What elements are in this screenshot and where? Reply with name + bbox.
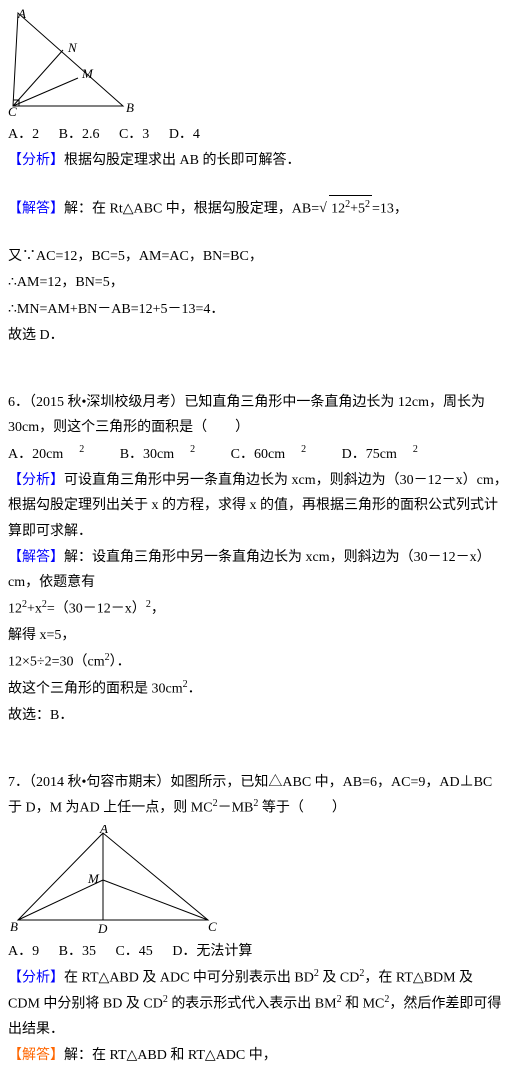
q6-s6: 故选：B．: [8, 703, 508, 728]
figure-triangle-2: A M B D C: [8, 825, 223, 935]
q6-opt-b: B．30cm2: [120, 447, 211, 462]
solution-label: 【解答】: [8, 550, 64, 565]
q5-analysis: 【分析】根据勾股定理求出 AB 的长即可解答．: [8, 148, 508, 173]
q6-s5: 故这个三角形的面积是 30cm2．: [8, 676, 508, 702]
q6-opt-c: C．60cm2: [231, 447, 322, 462]
pt-c2: C: [208, 919, 217, 934]
q6-s3: 解得 x=5，: [8, 623, 508, 648]
q5-s4: ∴MN=AM+BN－AB=12+5－13=4．: [8, 297, 508, 322]
q7-opt-d: D．无法计算: [172, 944, 252, 959]
q5-opt-b: B．2.6: [59, 127, 100, 142]
q6-s4: 12×5÷2=30（cm2）．: [8, 649, 508, 675]
analysis-label: 【分析】: [8, 473, 64, 488]
pt-m2: M: [87, 871, 100, 886]
pt-d2: D: [97, 921, 108, 935]
q6-stem: 6．（2015 秋•深圳校级月考）已知直角三角形中一条直角边长为 12cm，周长…: [8, 390, 508, 440]
q6-s1: 【解答】解：设直角三角形中另一条直角边长为 xcm，则斜边为（30－12－x）c…: [8, 545, 508, 595]
q5-analysis-text: 根据勾股定理求出 AB 的长即可解答．: [64, 153, 300, 168]
q7-opt-c: C．45: [115, 944, 152, 959]
q5-s5: 故选 D．: [8, 323, 508, 348]
pt-a: A: [17, 8, 26, 21]
q5-options: A．2 B．2.6 C．3 D．4: [8, 122, 508, 147]
q7-s1: 【解答】解：在 RT△ABD 和 RT△ADC 中，: [8, 1043, 508, 1068]
analysis-label: 【分析】: [8, 153, 64, 168]
q5-opt-a: A．2: [8, 127, 39, 142]
q5-opt-d: D．4: [169, 127, 200, 142]
q6-s2: 122+x2=（30－12－x）2，: [8, 596, 508, 622]
pt-n: N: [67, 40, 78, 55]
analysis-label: 【分析】: [8, 971, 64, 986]
pt-a2: A: [99, 825, 108, 836]
solution-label: 【解答】: [8, 202, 64, 217]
q7-stem: 7．（2014 秋•句容市期末）如图所示，已知△ABC 中，AB=6，AC=9，…: [8, 770, 508, 821]
q5-opt-c: C．3: [119, 127, 149, 142]
pt-b: B: [126, 100, 134, 115]
q7-options: A．9 B．35 C．45 D．无法计算: [8, 939, 508, 964]
pt-b2: B: [10, 919, 18, 934]
q7-analysis: 【分析】在 RT△ABD 及 ADC 中可分别表示出 BD2 及 CD2，在 R…: [8, 965, 508, 1042]
q6-opt-a: A．20cm2: [8, 447, 100, 462]
q5-s3: ∴AM=12，BN=5，: [8, 270, 508, 295]
pt-m: M: [81, 66, 94, 81]
q5-s2: 又∵AC=12，BC=5，AM=AC，BN=BC，: [8, 244, 508, 269]
solution-label: 【解答】: [8, 1048, 64, 1063]
q6-options: A．20cm2 B．30cm2 C．60cm2 D．75cm2: [8, 441, 508, 467]
q6-analysis: 【分析】可设直角三角形中另一条直角边长为 xcm，则斜边为（30－12－x）cm…: [8, 468, 508, 544]
q6-opt-d: D．75cm2: [342, 447, 434, 462]
q5-solution-1: 【解答】解：在 Rt△ABC 中，根据勾股定理，AB=122+52=13，: [8, 195, 508, 222]
pt-c: C: [8, 104, 17, 118]
q6-analysis-text: 可设直角三角形中另一条直角边长为 xcm，则斜边为（30－12－x）cm，根据勾…: [8, 473, 508, 538]
q7-opt-b: B．35: [59, 944, 96, 959]
q7-opt-a: A．9: [8, 944, 39, 959]
figure-triangle-1: A N M B C: [8, 8, 138, 118]
